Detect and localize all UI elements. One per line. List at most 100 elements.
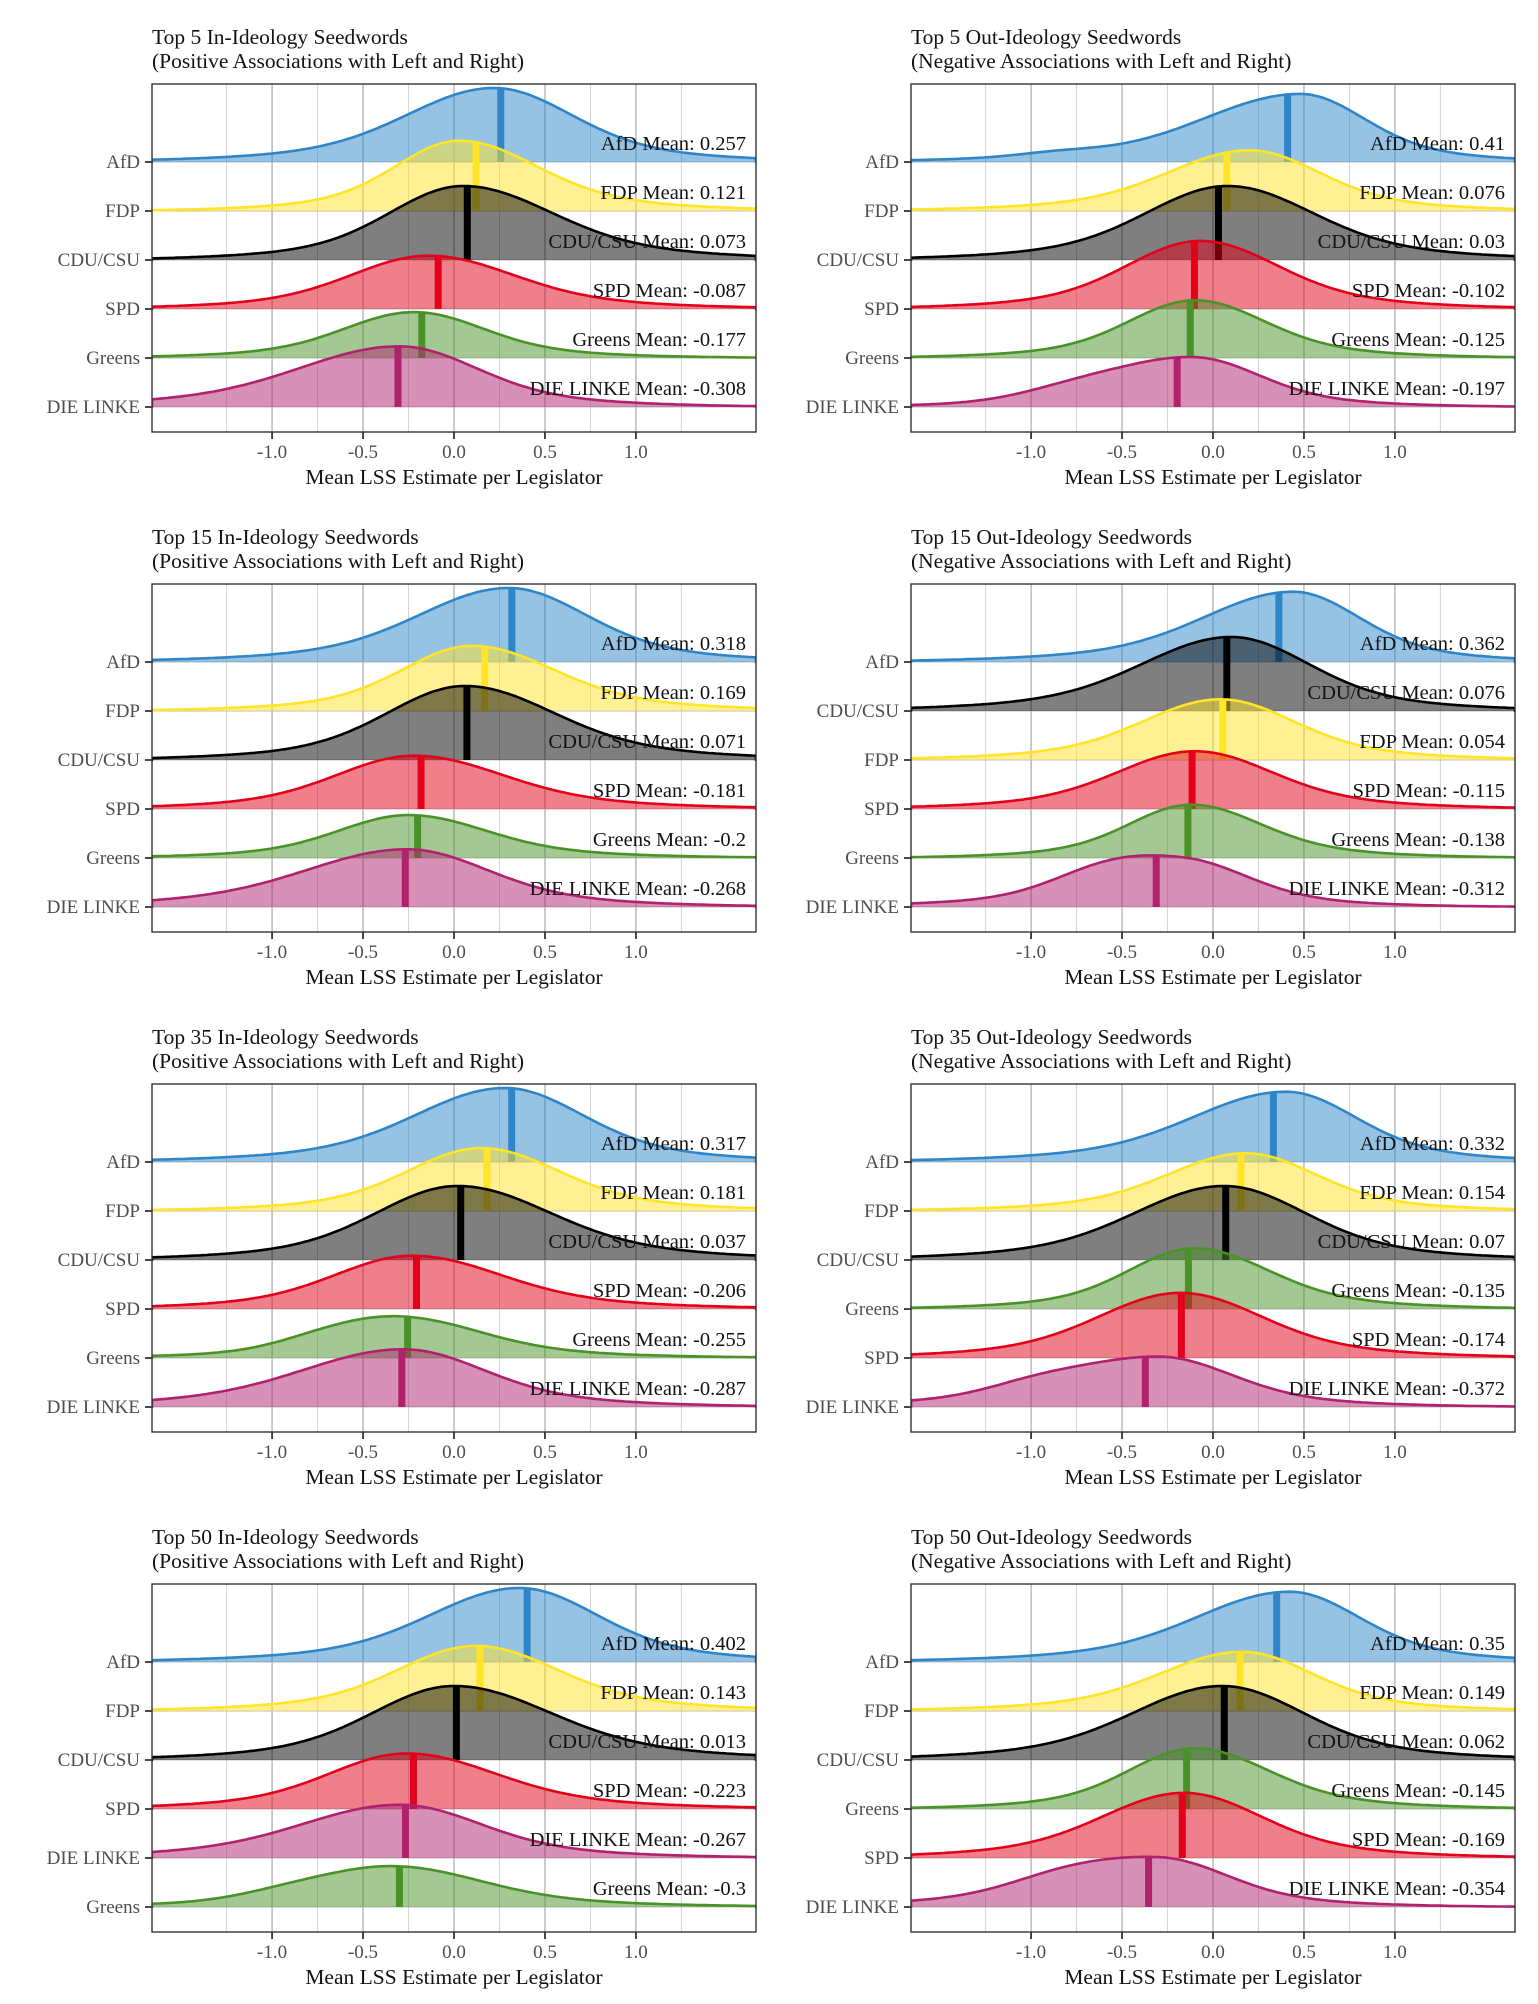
density-fill-greens — [911, 1248, 1515, 1309]
y-axis-label: AfD — [106, 1152, 140, 1173]
mean-line-spd — [413, 1255, 421, 1309]
density-fill-greens — [152, 815, 756, 858]
mean-annotation: AfD Mean: 0.332 — [1360, 1133, 1505, 1155]
mean-line-fdp — [483, 1148, 491, 1211]
x-axis-title: Mean LSS Estimate per Legislator — [1064, 465, 1361, 489]
y-axis-label: DIE LINKE — [806, 1897, 899, 1918]
panel-subtitle: (Positive Associations with Left and Rig… — [152, 1049, 524, 1073]
ridgeline-plot-svg: Top 15 Out-Ideology Seedwords(Negative A… — [806, 525, 1516, 989]
ridgeline-plot-svg: Top 50 Out-Ideology Seedwords(Negative A… — [806, 1525, 1516, 1989]
x-tick-label: -1.0 — [1016, 1942, 1046, 1963]
mean-line-cdu-csu — [1214, 186, 1222, 260]
x-tick-label: 1.0 — [624, 1942, 648, 1963]
mean-line-die-linke — [401, 849, 409, 907]
x-tick-label: -0.5 — [1107, 942, 1137, 963]
mean-line-die-linke — [1173, 357, 1181, 407]
mean-annotation: DIE LINKE Mean: -0.268 — [530, 878, 746, 900]
density-fill-spd — [911, 1292, 1515, 1358]
density-fill-greens — [152, 1866, 756, 1907]
ridges — [152, 86, 756, 409]
y-axis-label: CDU/CSU — [58, 1250, 141, 1271]
x-axis-title: Mean LSS Estimate per Legislator — [305, 1965, 602, 1989]
x-tick-label: -1.0 — [257, 1442, 287, 1463]
density-fill-fdp — [911, 1651, 1515, 1711]
x-tick-label: -0.5 — [348, 1942, 378, 1963]
x-tick-label: 0.5 — [533, 1442, 557, 1463]
mean-line-fdp — [476, 1645, 484, 1711]
y-axis-label: FDP — [105, 701, 140, 722]
x-tick-label: -1.0 — [257, 1942, 287, 1963]
mean-line-spd — [1178, 1792, 1186, 1858]
x-tick-label: 0.5 — [533, 442, 557, 463]
y-axis-label: SPD — [864, 299, 899, 320]
panel-subtitle: (Positive Associations with Left and Rig… — [152, 549, 524, 573]
mean-line-greens — [1183, 1748, 1191, 1809]
x-tick-label: 0.0 — [1201, 442, 1225, 463]
mean-annotation: FDP Mean: 0.076 — [1359, 182, 1505, 204]
mean-line-spd — [1177, 1292, 1185, 1358]
mean-annotation: Greens Mean: -0.255 — [572, 1329, 746, 1351]
panel-1: Top 5 In-Ideology Seedwords (Positive Ass… — [0, 0, 769, 500]
density-outline-fdp — [911, 698, 1515, 762]
mean-line-greens — [1186, 300, 1194, 358]
x-tick-label: 0.0 — [1201, 942, 1225, 963]
density-fill-afd — [911, 1091, 1515, 1162]
mean-line-afd — [523, 1588, 531, 1662]
density-outline-die-linke — [911, 854, 1515, 909]
ridgeline-plot-svg: Top 5 In-Ideology Seedwords(Positive Ass… — [47, 25, 757, 489]
y-axis-label: SPD — [864, 1348, 899, 1369]
y-axis-label: FDP — [105, 201, 140, 222]
mean-line-cdu-csu — [463, 186, 471, 260]
mean-annotation: DIE LINKE Mean: -0.287 — [530, 1378, 746, 1400]
mean-line-afd — [497, 88, 505, 162]
mean-line-greens — [395, 1866, 403, 1907]
x-tick-label: 1.0 — [1383, 442, 1407, 463]
mean-line-die-linke — [398, 1349, 406, 1407]
mean-annotation: SPD Mean: -0.087 — [593, 280, 746, 302]
y-axis-label: CDU/CSU — [58, 250, 141, 271]
mean-annotation: DIE LINKE Mean: -0.354 — [1289, 1878, 1505, 1900]
x-tick-label: 0.5 — [1292, 1942, 1316, 1963]
density-outline-cdu-csu — [911, 635, 1515, 713]
density-fill-spd — [152, 1753, 756, 1809]
y-axis-label: AfD — [865, 1652, 899, 1673]
x-tick-label: 0.0 — [442, 1442, 466, 1463]
panel-7: Top 50 In-Ideology Seedwords (Positive As… — [0, 1500, 769, 1999]
density-outline-spd — [911, 1791, 1515, 1860]
mean-annotation: AfD Mean: 0.35 — [1370, 1633, 1505, 1655]
density-outline-fdp — [152, 644, 756, 713]
y-axis-label: AfD — [106, 1652, 140, 1673]
y-axis-label: AfD — [865, 1152, 899, 1173]
y-axis-label: FDP — [105, 1201, 140, 1222]
y-axis-label: Greens — [845, 348, 899, 369]
density-outline-greens — [911, 803, 1515, 860]
density-outline-fdp — [152, 1146, 756, 1213]
x-tick-label: -0.5 — [1107, 442, 1137, 463]
mean-annotation: CDU/CSU Mean: 0.076 — [1307, 682, 1505, 704]
mean-line-spd — [1190, 241, 1198, 309]
y-axis-label: DIE LINKE — [806, 897, 899, 918]
density-fill-die-linke — [911, 1856, 1515, 1907]
mean-annotation: SPD Mean: -0.223 — [593, 1780, 746, 1802]
density-fill-fdp — [911, 1153, 1515, 1211]
density-outline-fdp — [911, 149, 1515, 213]
density-fill-cdu-csu — [152, 1186, 756, 1260]
density-fill-greens — [911, 1748, 1515, 1809]
mean-line-greens — [418, 312, 426, 358]
x-tick-label: 1.0 — [624, 442, 648, 463]
x-tick-label: 0.0 — [1201, 1942, 1225, 1963]
ridges — [911, 590, 1515, 909]
x-tick-label: 1.0 — [624, 1442, 648, 1463]
ridges — [911, 92, 1515, 409]
density-outline-spd — [152, 754, 756, 811]
y-axis-label: DIE LINKE — [47, 397, 140, 418]
panel-subtitle: (Positive Associations with Left and Rig… — [152, 49, 524, 73]
mean-annotation: SPD Mean: -0.102 — [1352, 280, 1505, 302]
density-outline-afd — [152, 86, 756, 164]
panel-8: Top 50 Out-Ideology Seedwords (Negative A… — [769, 1500, 1538, 1999]
x-tick-label: 1.0 — [1383, 1942, 1407, 1963]
density-outline-greens — [152, 813, 756, 860]
x-tick-label: 1.0 — [624, 942, 648, 963]
x-tick-label: -1.0 — [1016, 942, 1046, 963]
density-outline-cdu-csu — [911, 1684, 1515, 1762]
